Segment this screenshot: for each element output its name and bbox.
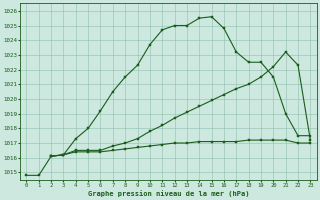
X-axis label: Graphe pression niveau de la mer (hPa): Graphe pression niveau de la mer (hPa) [88,190,249,197]
